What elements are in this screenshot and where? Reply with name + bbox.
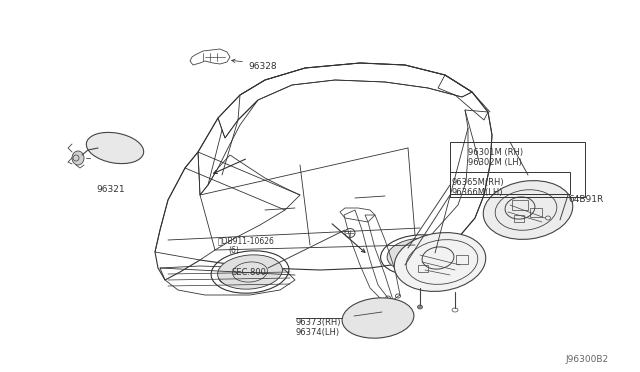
Text: 96321: 96321 xyxy=(96,185,125,194)
Ellipse shape xyxy=(72,151,84,165)
Text: 64B91R: 64B91R xyxy=(568,195,604,204)
Text: 96365M(RH): 96365M(RH) xyxy=(452,178,504,187)
Bar xyxy=(512,200,528,210)
Bar xyxy=(456,255,468,264)
Ellipse shape xyxy=(86,132,143,164)
Text: 96302M (LH): 96302M (LH) xyxy=(468,158,522,167)
Text: J96300B2: J96300B2 xyxy=(565,355,608,364)
Bar xyxy=(450,172,570,194)
Text: 96373(RH): 96373(RH) xyxy=(296,318,342,327)
Ellipse shape xyxy=(218,255,282,289)
Bar xyxy=(418,265,428,272)
Ellipse shape xyxy=(394,232,486,291)
Text: (6): (6) xyxy=(228,246,239,255)
Text: 96374(LH): 96374(LH) xyxy=(296,328,340,337)
Text: ⓃDB911-10626: ⓃDB911-10626 xyxy=(218,236,275,245)
Text: 96301M (RH): 96301M (RH) xyxy=(468,148,523,157)
Ellipse shape xyxy=(483,181,573,240)
Text: 96366M(LH): 96366M(LH) xyxy=(452,188,504,197)
Bar xyxy=(530,208,542,217)
Ellipse shape xyxy=(342,298,414,338)
Ellipse shape xyxy=(417,305,422,309)
Ellipse shape xyxy=(387,238,449,272)
Text: SEC.800: SEC.800 xyxy=(232,268,267,277)
Bar xyxy=(514,215,524,222)
Bar xyxy=(450,142,585,197)
Text: 96328: 96328 xyxy=(248,62,276,71)
